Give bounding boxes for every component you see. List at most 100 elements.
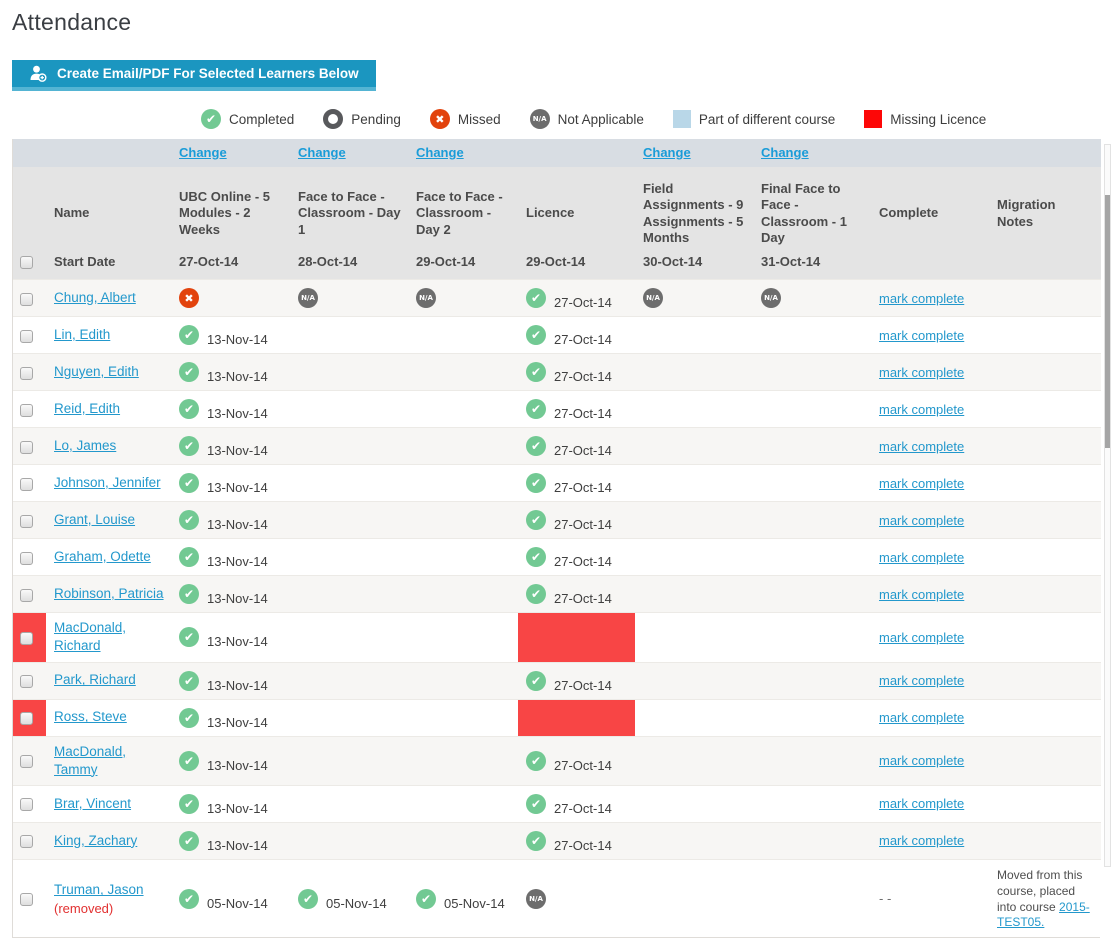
- row-checkbox[interactable]: [20, 712, 33, 726]
- status-indicator: ✔ 27-Oct-14: [526, 434, 629, 458]
- learner-name-link[interactable]: Truman, Jason: [54, 882, 144, 898]
- status-date: 27-Oct-14: [554, 554, 612, 570]
- session-status-cell: [753, 353, 871, 391]
- learner-name-link[interactable]: Lo, James: [54, 437, 117, 453]
- learner-name-link[interactable]: Ross, Steve: [54, 709, 127, 725]
- learner-name-link[interactable]: Reid, Edith: [54, 400, 121, 416]
- learner-name-link[interactable]: MacDonald, Richard: [54, 620, 127, 654]
- vertical-scrollbar[interactable]: [1104, 144, 1111, 867]
- completed-icon: ✔: [526, 362, 546, 383]
- learner-row: Robinson, Patricia ✔ 13-Nov-14 ✔ 27-Oct-14 ma…: [13, 575, 1101, 613]
- row-checkbox[interactable]: [20, 588, 33, 602]
- learner-name-link[interactable]: Johnson, Jennifer: [54, 474, 161, 490]
- learner-name-link[interactable]: Robinson, Patricia: [54, 585, 164, 601]
- session-status-cell: [753, 612, 871, 662]
- learner-name-link[interactable]: Chung, Albert: [54, 289, 136, 305]
- mark-complete-link[interactable]: mark complete: [879, 512, 965, 528]
- session-status-cell: [635, 353, 753, 391]
- row-checkbox[interactable]: [20, 893, 33, 907]
- select-all-checkbox[interactable]: [20, 256, 33, 270]
- mark-complete-link[interactable]: mark complete: [879, 753, 965, 769]
- mark-complete-link[interactable]: mark complete: [879, 833, 965, 849]
- session-status-cell: [635, 698, 753, 736]
- session-status-cell: [290, 464, 408, 502]
- not-applicable-icon: N/A: [416, 288, 436, 309]
- status-indicator: ✔ 13-Nov-14: [179, 706, 284, 730]
- change-row: Change Change Change Change Change: [13, 139, 1101, 167]
- create-email-pdf-button[interactable]: Create Email/PDF For Selected Learners B…: [12, 60, 376, 91]
- column-header: UBC Online - 5 Modules - 2 Weeks: [171, 167, 290, 250]
- row-checkbox[interactable]: [20, 477, 33, 491]
- row-checkbox[interactable]: [20, 514, 33, 528]
- mark-complete-link[interactable]: mark complete: [879, 364, 965, 380]
- session-status-cell: [290, 538, 408, 576]
- learner-name-link[interactable]: Nguyen, Edith: [54, 363, 139, 379]
- learner-row: Brar, Vincent ✔ 13-Nov-14 ✔ 27-Oct-14 mark co…: [13, 784, 1101, 823]
- row-checkbox[interactable]: [20, 755, 33, 769]
- change-link-ubc-online[interactable]: Change: [179, 145, 227, 160]
- mark-complete-link[interactable]: mark complete: [879, 438, 965, 454]
- row-checkbox[interactable]: [20, 798, 33, 812]
- session-status-cell: [408, 316, 518, 354]
- row-checkbox[interactable]: [20, 551, 33, 565]
- not-applicable-icon: N/A: [298, 288, 318, 309]
- migration-notes-cell: [989, 784, 1101, 823]
- scrollbar-thumb[interactable]: [1105, 195, 1110, 448]
- session-status-cell: N/A: [408, 279, 518, 317]
- mark-complete-link[interactable]: mark complete: [879, 549, 965, 565]
- status-indicator: N/A: [526, 888, 629, 909]
- mark-complete-link[interactable]: mark complete: [879, 586, 965, 602]
- checkbox-cell: [13, 784, 46, 823]
- course-link[interactable]: 2015-TEST05.: [997, 899, 1090, 930]
- pending-icon: [323, 109, 344, 129]
- learner-name-link[interactable]: MacDonald, Tammy: [54, 743, 127, 777]
- migration-notes-cell: [989, 279, 1101, 317]
- row-checkbox[interactable]: [20, 329, 33, 343]
- mark-complete-link[interactable]: mark complete: [879, 475, 965, 491]
- learner-name-link[interactable]: Graham, Odette: [54, 548, 151, 564]
- mark-complete-link[interactable]: mark complete: [879, 796, 965, 812]
- learner-name-link[interactable]: King, Zachary: [54, 832, 138, 848]
- row-checkbox[interactable]: [20, 366, 33, 380]
- row-checkbox[interactable]: [20, 440, 33, 454]
- learner-name-link[interactable]: Grant, Louise: [54, 511, 136, 527]
- session-status-cell: [635, 612, 753, 662]
- mark-complete-link[interactable]: mark complete: [879, 327, 965, 343]
- change-link-classroom-day2[interactable]: Change: [416, 145, 464, 160]
- status-date: 05-Nov-14: [326, 895, 387, 911]
- complete-value: - -: [879, 891, 892, 907]
- change-link-field-assignments[interactable]: Change: [643, 145, 691, 160]
- change-link-final-classroom[interactable]: Change: [761, 145, 809, 160]
- missing-licence-swatch: [864, 110, 883, 128]
- learner-name-link[interactable]: Park, Richard: [54, 672, 136, 688]
- migration-notes-cell: [989, 735, 1101, 786]
- mark-complete-link[interactable]: mark complete: [879, 673, 965, 688]
- status-indicator: ✔ 13-Nov-14: [179, 434, 284, 458]
- completed-icon: ✔: [179, 547, 199, 568]
- session-status-cell: ✔ 13-Nov-14: [171, 698, 290, 736]
- session-status-cell: ✔ 27-Oct-14: [518, 316, 635, 354]
- completed-icon: ✔: [526, 750, 546, 771]
- learner-name-cell: Truman, Jason (removed): [46, 858, 171, 938]
- status-date: 13-Nov-14: [207, 677, 268, 693]
- mark-complete-link[interactable]: mark complete: [879, 629, 965, 645]
- learner-name-link[interactable]: Brar, Vincent: [54, 795, 132, 811]
- completed-icon: ✔: [526, 547, 546, 568]
- learner-name-link[interactable]: Lin, Edith: [54, 326, 111, 342]
- row-checkbox[interactable]: [20, 631, 33, 645]
- row-checkbox[interactable]: [20, 403, 33, 417]
- status-date: 13-Nov-14: [207, 332, 268, 348]
- row-checkbox[interactable]: [20, 675, 33, 689]
- session-status-cell: [290, 353, 408, 391]
- mark-complete-link[interactable]: mark complete: [879, 290, 965, 306]
- session-status-cell: ✔ 13-Nov-14: [171, 661, 290, 699]
- mark-complete-link[interactable]: mark complete: [879, 401, 965, 417]
- completed-icon: ✔: [179, 707, 199, 728]
- session-status-cell: [290, 390, 408, 428]
- learner-row: Graham, Odette ✔ 13-Nov-14 ✔ 27-Oct-14 mark c…: [13, 538, 1101, 576]
- session-status-cell: ✔ 27-Oct-14: [518, 538, 635, 576]
- row-checkbox[interactable]: [20, 292, 33, 306]
- change-link-classroom-day1[interactable]: Change: [298, 145, 346, 160]
- row-checkbox[interactable]: [20, 835, 33, 849]
- mark-complete-link[interactable]: mark complete: [879, 710, 965, 725]
